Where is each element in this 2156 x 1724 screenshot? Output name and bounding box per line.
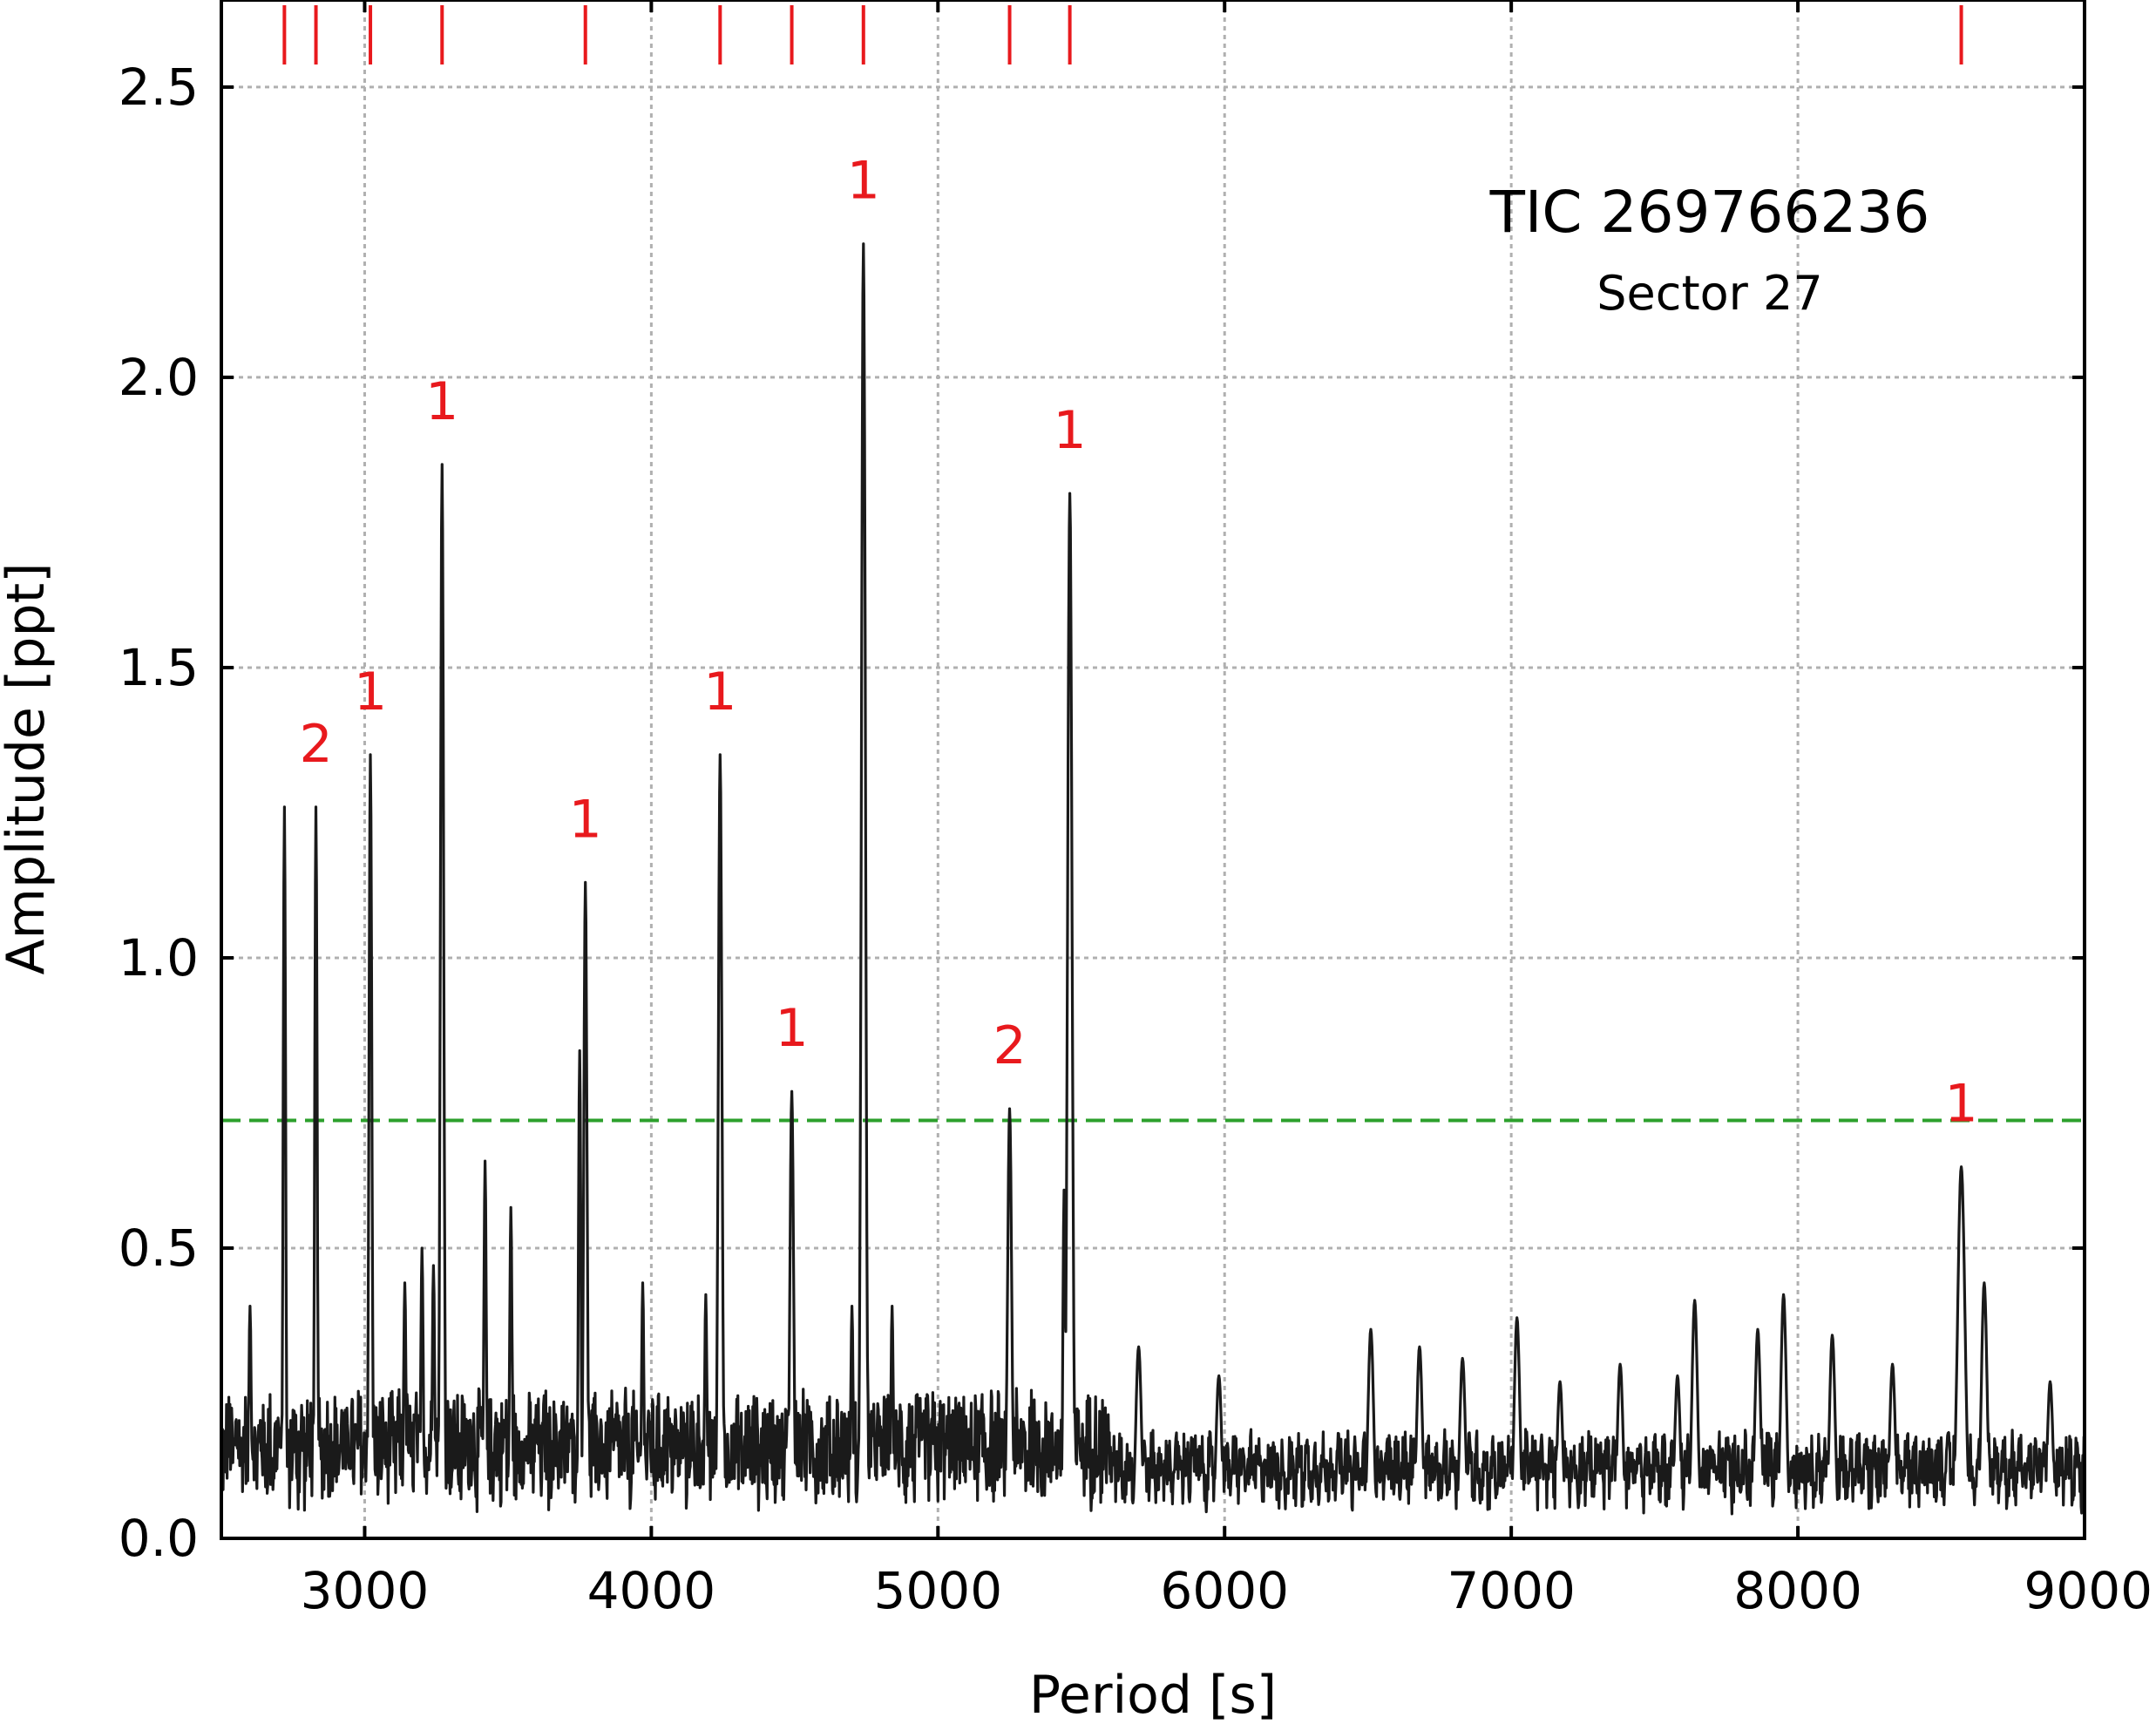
x-tick-label: 6000: [1160, 1561, 1289, 1620]
spectrum-line: [221, 242, 2085, 1516]
grid-lines: [221, 0, 2085, 1538]
axis-ticks: [221, 0, 2086, 1540]
x-axis-title: Period [s]: [1029, 1665, 1277, 1724]
y-axis-title: Amplitude [ppt]: [0, 562, 57, 974]
mode-label: 1: [569, 789, 602, 850]
x-tick-labels: 3000 4000 5000 6000 7000 8000 9000: [301, 1561, 2153, 1620]
y-tick-label: 0.0: [119, 1509, 199, 1568]
mode-label: 2: [299, 714, 332, 775]
mode-label: 1: [847, 151, 880, 212]
spectrum-layer: [221, 242, 2085, 1516]
y-tick-label: 0.5: [119, 1218, 199, 1278]
x-tick-label: 4000: [587, 1561, 716, 1620]
object-name-annotation: TIC 269766236: [1489, 179, 1930, 246]
mode-label: 1: [1944, 1074, 1977, 1135]
y-tick-label: 2.0: [119, 348, 199, 407]
y-tick-label: 2.5: [119, 58, 199, 117]
mode-label: 1: [1054, 400, 1087, 461]
mode-label: 1: [703, 662, 736, 723]
mode-label: 1: [354, 662, 387, 723]
y-tick-label: 1.5: [119, 638, 199, 697]
mode-markers: [282, 5, 1963, 64]
x-tick-label: 5000: [874, 1561, 1003, 1620]
mode-label: 2: [993, 1015, 1026, 1076]
x-tick-label: 9000: [2024, 1561, 2153, 1620]
x-tick-label: 8000: [1733, 1561, 1862, 1620]
sector-annotation: Sector 27: [1597, 266, 1822, 321]
y-tick-labels: 0.0 0.5 1.0 1.5 2.0 2.5: [119, 58, 199, 1568]
mode-label: 1: [425, 371, 458, 432]
mode-label: 1: [775, 998, 808, 1059]
x-tick-label: 7000: [1447, 1561, 1576, 1620]
x-tick-label: 3000: [301, 1561, 430, 1620]
plot-area: [221, 0, 2085, 1538]
y-tick-label: 1.0: [119, 928, 199, 988]
plot-frame: [220, 0, 2086, 1540]
